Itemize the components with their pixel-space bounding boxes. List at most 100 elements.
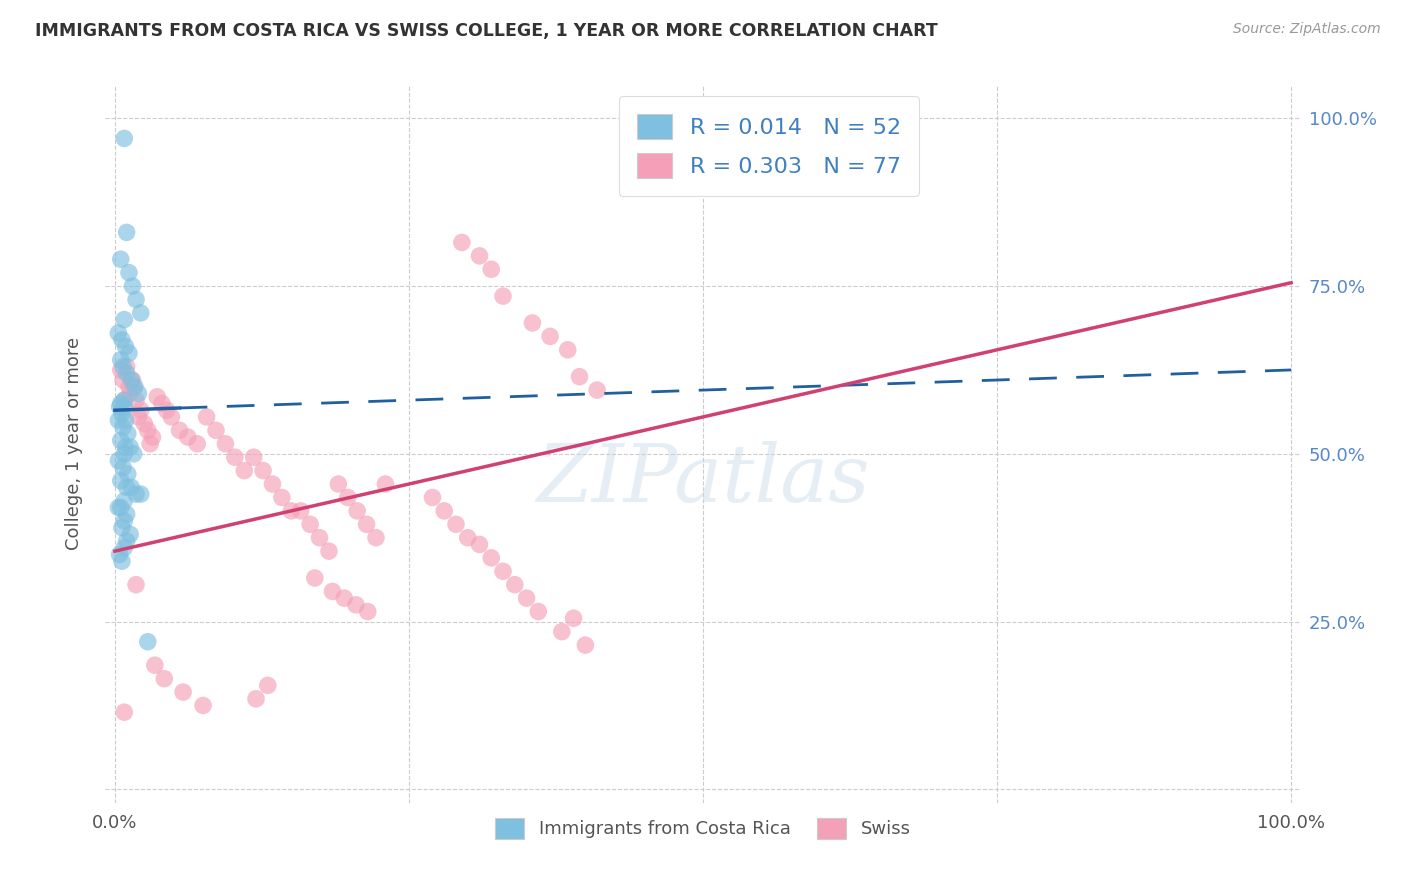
Point [136,634,159,648]
Point [124,380,146,394]
Point [110,396,132,410]
Point [516,591,538,606]
Point [110,500,132,515]
Point [146,390,169,404]
Point [356,517,378,532]
Point [374,477,396,491]
Point [562,611,585,625]
Point [346,504,368,518]
Point [125,577,148,591]
Point [186,436,208,450]
Point [150,396,173,410]
Point [121,279,143,293]
Text: ZIPatlas: ZIPatlas [536,441,870,518]
Point [107,326,129,340]
Point [115,534,138,549]
Point [129,306,152,320]
Point [120,386,142,401]
Point [242,450,264,465]
Point [245,691,267,706]
Point [344,598,367,612]
Point [112,131,135,145]
Point [172,685,194,699]
Point [108,548,131,562]
Point [468,537,491,551]
Point [252,464,274,478]
Point [468,249,491,263]
Point [117,426,139,441]
Point [153,672,176,686]
Point [492,564,515,578]
Point [111,333,134,347]
Point [112,359,135,374]
Point [328,477,350,491]
Point [125,393,148,408]
Point [457,531,479,545]
Point [492,289,515,303]
Point [115,507,138,521]
Point [112,541,135,555]
Point [107,500,129,515]
Point [110,352,132,367]
Point [120,527,142,541]
Text: Source: ZipAtlas.com: Source: ZipAtlas.com [1233,22,1381,37]
Point [125,487,148,501]
Point [318,544,340,558]
Point [120,373,142,387]
Point [450,235,472,250]
Point [129,487,152,501]
Point [112,705,135,719]
Point [568,369,591,384]
Point [262,477,284,491]
Point [125,293,148,307]
Point [522,316,544,330]
Legend: Immigrants from Costa Rica, Swiss: Immigrants from Costa Rica, Swiss [486,809,920,847]
Point [127,409,149,424]
Point [538,329,561,343]
Point [112,447,135,461]
Point [118,346,141,360]
Point [160,409,183,424]
Point [557,343,579,357]
Point [422,491,444,505]
Point [233,464,256,478]
Point [112,400,135,414]
Point [118,380,141,394]
Point [136,423,159,437]
Point [121,373,143,387]
Point [191,698,214,713]
Point [270,491,292,505]
Point [112,493,135,508]
Point [120,480,142,494]
Point [115,480,138,494]
Point [280,504,302,518]
Y-axis label: College, 1 year or more: College, 1 year or more [65,337,83,550]
Point [299,517,322,532]
Point [364,531,387,545]
Point [143,658,166,673]
Point [333,591,356,606]
Point [224,450,246,465]
Point [357,605,380,619]
Point [304,571,326,585]
Point [107,453,129,467]
Point [290,504,312,518]
Point [433,504,456,518]
Point [527,605,550,619]
Point [129,403,152,417]
Point [479,262,502,277]
Point [111,407,134,421]
Point [256,678,278,692]
Point [141,430,163,444]
Point [111,521,134,535]
Point [139,436,162,450]
Point [114,440,136,454]
Point [169,423,191,437]
Point [112,393,135,408]
Point [120,440,142,454]
Point [112,420,135,434]
Point [114,413,136,427]
Point [321,584,343,599]
Point [336,491,359,505]
Point [112,312,135,326]
